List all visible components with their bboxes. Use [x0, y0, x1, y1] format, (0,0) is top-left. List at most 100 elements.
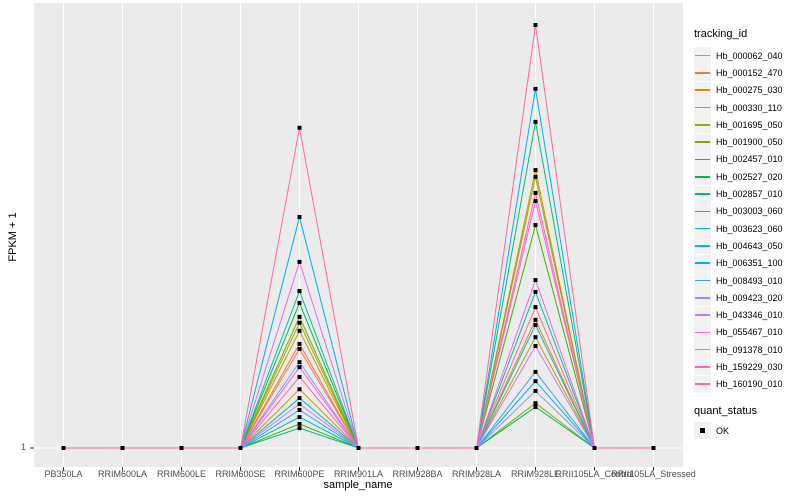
legend-color-line-icon	[695, 54, 710, 57]
legend-color-line-icon	[695, 279, 710, 282]
black-square-point-icon	[700, 428, 705, 433]
legend-item-label: Hb_001900_050	[716, 137, 783, 148]
legend-color-line-icon	[695, 158, 710, 161]
data-point-Hb_055467_010	[297, 365, 302, 370]
data-point-Hb_008493_010	[297, 407, 302, 412]
legend-color-line-icon	[695, 383, 710, 386]
data-point-Hb_003003_060	[297, 289, 302, 294]
tracking-id-legend-items: Hb_000062_040 Hb_000152_470 Hb_000275_030 H…	[694, 47, 798, 393]
legend-key-box	[694, 64, 711, 82]
x-tick-label-RRIM600LE: RRIM600LE	[156, 469, 207, 479]
legend-item-label: Hb_000275_030	[716, 85, 783, 96]
legend-item-Hb_003623_060: Hb_003623_060	[694, 220, 798, 238]
x-tick-label-RRIM901LA: RRIM901LA	[333, 469, 384, 479]
legend-item-Hb_002527_020: Hb_002527_020	[694, 168, 798, 186]
legend-item-label: Hb_003623_060	[716, 223, 783, 234]
legend-key-box	[694, 323, 711, 341]
legend-item-Hb_001900_050: Hb_001900_050	[694, 133, 798, 151]
x-tick-label-RRIM928LE: RRIM928LE	[510, 469, 561, 479]
legend-item-Hb_009423_020: Hb_009423_020	[694, 289, 798, 307]
y-axis-title: FPKM + 1	[7, 212, 19, 262]
data-point-Hb_002857_010	[533, 119, 538, 124]
legend-item-label: Hb_043346_010	[716, 310, 783, 321]
legend-item-Hb_159229_030: Hb_159229_030	[694, 358, 798, 376]
legend-key-box	[694, 168, 711, 186]
data-point-Hb_001900_050	[297, 314, 302, 319]
data-point-Hb_001695_050	[533, 174, 538, 179]
legend-item-Hb_004643_050: Hb_004643_050	[694, 237, 798, 255]
data-point-Hb_000330_110	[533, 168, 538, 173]
data-point-Hb_000275_030	[533, 335, 538, 340]
legend-item-label: Hb_160190_010	[716, 379, 783, 390]
data-point-Hb_160190_010	[415, 446, 420, 450]
legend-key-box	[694, 422, 711, 440]
legend-key-box	[694, 185, 711, 203]
legend-item-Hb_003003_060: Hb_003003_060	[694, 202, 798, 220]
legend-color-line-icon	[695, 124, 710, 126]
legend-color-line-icon	[695, 297, 710, 299]
data-point-Hb_000152_470	[297, 341, 302, 346]
legend-item-label: OK	[716, 425, 730, 436]
legend-key-box	[694, 341, 711, 359]
legend-item-label: Hb_002457_010	[716, 154, 783, 165]
legend-item-Hb_002857_010: Hb_002857_010	[694, 185, 798, 203]
legend-color-line-icon	[695, 366, 710, 368]
x-tick-label-RRII105LA_Stressed: RRII105LA_Stressed	[611, 469, 696, 479]
legend-item-Hb_006351_100: Hb_006351_100	[694, 254, 798, 272]
legend-item-label: Hb_003003_060	[716, 206, 783, 217]
data-point-Hb_160190_010	[179, 446, 184, 450]
legend-color-line-icon	[695, 331, 710, 334]
legend-key-box	[694, 99, 711, 117]
data-point-Hb_160190_010	[356, 446, 361, 450]
data-point-Hb_008493_010	[533, 369, 538, 374]
data-point-Hb_000152_470	[533, 317, 538, 322]
legend-item-Hb_000152_470: Hb_000152_470	[694, 64, 798, 82]
data-point-Hb_159229_030	[533, 190, 538, 195]
legend-color-line-icon	[695, 227, 710, 230]
data-point-Hb_006351_100	[533, 86, 538, 91]
legend-key-box	[694, 220, 711, 238]
legend-color-line-icon	[695, 348, 710, 351]
legend-key-box	[694, 306, 711, 324]
data-point-Hb_043346_010	[297, 402, 302, 407]
data-point-Hb_009423_020	[297, 360, 302, 365]
legend-key-box	[694, 133, 711, 151]
data-point-Hb_004643_050	[533, 379, 538, 384]
data-point-Hb_003623_060	[297, 415, 302, 420]
data-point-Hb_091378_010	[533, 278, 538, 283]
legend-item-Hb_055467_010: Hb_055467_010	[694, 323, 798, 341]
legend-title-quant-status: quant_status	[694, 404, 757, 417]
legend-item-Hb_000330_110: Hb_000330_110	[694, 99, 798, 117]
data-point-Hb_003003_060	[533, 289, 538, 294]
legend-item-Hb_002457_010: Hb_002457_010	[694, 150, 798, 168]
legend-item-Hb_091378_010: Hb_091378_010	[694, 341, 798, 359]
legend-item-label: Hb_159229_030	[716, 361, 783, 372]
legend-item-label: Hb_000330_110	[716, 102, 782, 113]
data-point-Hb_002527_020	[533, 404, 538, 409]
data-point-Hb_160190_010	[533, 23, 538, 27]
legend-key-box	[694, 150, 711, 168]
x-tick-label-RRII105LA_Control: RRII105LA_Control	[555, 469, 634, 479]
legend-title-tracking-id: tracking_id	[694, 28, 748, 40]
data-point-Hb_002457_010	[297, 421, 302, 426]
legend-key-box	[694, 202, 711, 220]
legend-item-Hb_043346_010: Hb_043346_010	[694, 306, 798, 324]
data-point-Hb_003623_060	[533, 322, 538, 327]
data-point-Hb_160190_010	[61, 446, 66, 450]
data-point-Hb_055467_010	[533, 198, 538, 203]
data-point-Hb_160190_010	[120, 446, 125, 450]
legend-item-Hb_000275_030: Hb_000275_030	[694, 81, 798, 99]
legend-item-Hb_000062_040: Hb_000062_040	[694, 47, 798, 65]
legend-item-label: Hb_000152_470	[716, 67, 783, 78]
legend-color-line-icon	[695, 245, 710, 247]
x-tick-label-RRIM600PE: RRIM600PE	[274, 469, 325, 479]
legend-key-box	[694, 47, 711, 65]
data-point-Hb_004643_050	[297, 396, 302, 401]
legend-item-label: Hb_091378_010	[716, 344, 783, 355]
y-tick-label: 1	[20, 442, 26, 452]
legend-key-box	[694, 116, 711, 134]
data-point-Hb_159229_030	[297, 374, 302, 379]
data-point-Hb_002457_010	[533, 223, 538, 228]
